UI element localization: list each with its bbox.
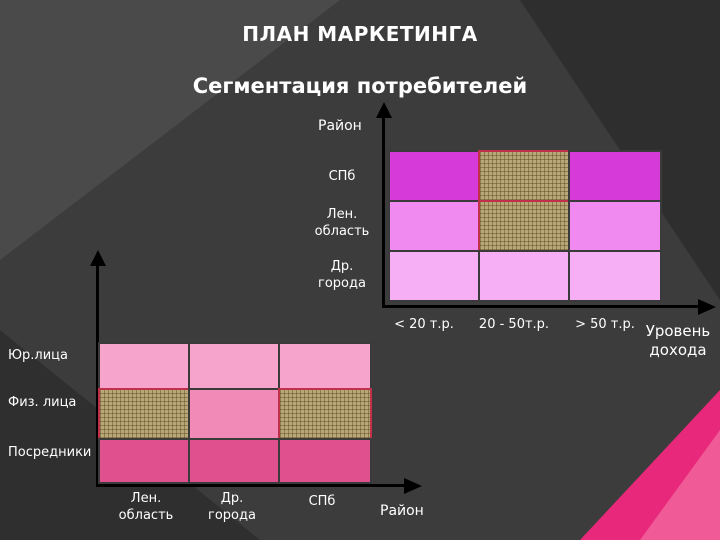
- top-x-axis-arrow-icon: [698, 299, 716, 315]
- top-x-axis: [382, 305, 702, 308]
- top-col-label-20-50: 20 - 50т.р.: [478, 317, 550, 332]
- bottom-cell: [278, 438, 372, 484]
- top-col-label-lt20: < 20 т.р.: [394, 317, 454, 332]
- bottom-cell: [188, 342, 280, 392]
- top-cell: [568, 150, 662, 202]
- bottom-col-label-spb: СПб: [308, 494, 336, 509]
- bottom-cell: [98, 438, 190, 484]
- top-y-axis: [382, 112, 385, 308]
- top-x-axis-label: Уровень дохода: [645, 322, 711, 359]
- bottom-x-axis-label: Район: [380, 503, 424, 519]
- top-row-label-other-cities: Др. города: [318, 259, 366, 291]
- bottom-cell: [188, 388, 280, 440]
- top-row-label-len-obl: Лен. область: [314, 207, 370, 239]
- bottom-col-label-len-obl: Лен. область: [118, 491, 174, 523]
- slide-subtitle: Сегментация потребителей: [192, 74, 528, 98]
- bottom-x-axis: [96, 484, 408, 487]
- top-cell: [388, 200, 480, 252]
- bottom-row-label-individuals: Физ. лица: [8, 395, 77, 410]
- bottom-cell: [188, 438, 280, 484]
- bottom-col-label-other-cities: Др. города: [208, 491, 256, 523]
- bottom-cell: [278, 342, 372, 392]
- top-y-axis-arrow-icon: [376, 102, 392, 118]
- bottom-y-axis: [96, 262, 99, 486]
- top-cell-selected: [478, 200, 570, 252]
- bottom-cell-selected: [278, 388, 372, 440]
- top-cell: [388, 250, 480, 302]
- slide-title: ПЛАН МАРКЕТИНГА: [242, 22, 478, 46]
- top-cell: [568, 250, 662, 302]
- top-cell: [478, 250, 570, 302]
- bottom-cell: [98, 342, 190, 392]
- bottom-row-label-intermediaries: Посредники: [8, 445, 92, 460]
- top-cell: [388, 150, 480, 202]
- bottom-y-axis-arrow-icon: [90, 250, 106, 266]
- top-cell-selected: [478, 150, 570, 202]
- top-col-label-gt50: > 50 т.р.: [575, 317, 635, 332]
- bottom-x-axis-arrow-icon: [404, 478, 422, 494]
- top-cell: [568, 200, 662, 252]
- bottom-cell-selected: [98, 388, 190, 440]
- bottom-row-label-legal: Юр.лица: [8, 348, 68, 363]
- top-row-label-spb: СПб: [328, 169, 356, 184]
- top-y-axis-label: Район: [318, 118, 362, 134]
